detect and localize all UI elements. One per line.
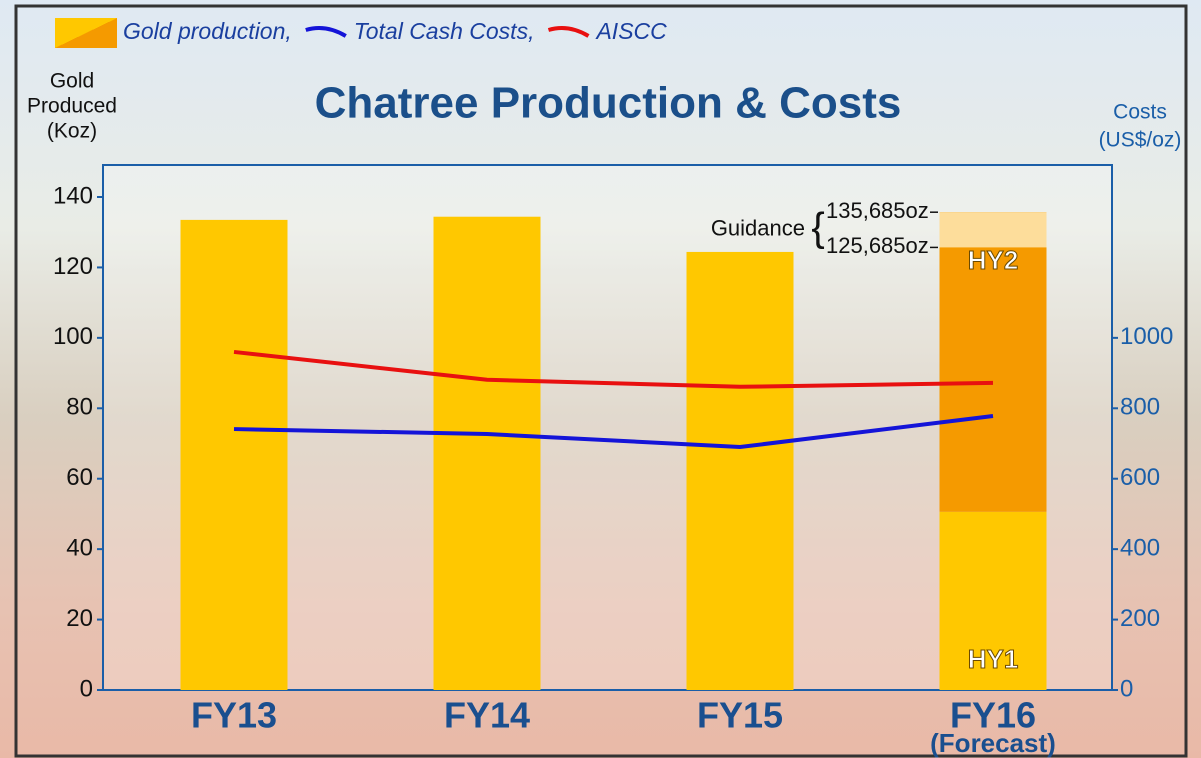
bar (687, 252, 794, 690)
guidance-high-label: 135,685oz (826, 198, 929, 223)
guidance-brace: { (811, 205, 824, 249)
y-tick-label: 20 (66, 605, 93, 632)
y-axis-label: Produced (27, 95, 117, 118)
y-tick-label: 60 (66, 464, 93, 491)
y-tick-label: 140 (53, 182, 93, 209)
legend-swatch (55, 18, 117, 48)
y-tick-label: 80 (66, 394, 93, 421)
y-tick-label: 0 (80, 675, 93, 702)
y-tick-label: 40 (66, 534, 93, 561)
legend-label: Total Cash Costs, (354, 18, 535, 44)
guidance-low-label: 125,685oz (826, 233, 929, 258)
y-tick-label: 100 (53, 323, 93, 350)
x-tick-label: FY13 (191, 695, 277, 736)
x-tick-label: FY14 (444, 695, 530, 736)
y2-tick-label: 800 (1120, 394, 1160, 421)
chart: Chatree Production & Costs GoldProduced(… (0, 0, 1201, 758)
y2-tick-label: 0 (1120, 675, 1133, 702)
chart-title: Chatree Production & Costs (315, 79, 902, 128)
guidance-label: Guidance (711, 216, 805, 241)
bar (434, 217, 541, 690)
y-tick-label: 120 (53, 253, 93, 280)
legend-label: AISCC (594, 18, 667, 44)
guidance-range (940, 212, 1047, 247)
y2-tick-label: 200 (1120, 605, 1160, 632)
bar-segment-label: HY2 (968, 245, 1019, 275)
y2-tick-label: 1000 (1120, 323, 1173, 350)
y2-tick-label: 600 (1120, 464, 1160, 491)
y-axis-label: Gold (50, 70, 94, 93)
y2-tick-label: 400 (1120, 534, 1160, 561)
bar-segment-label: HY1 (968, 644, 1019, 674)
y2-axis-label: (US$/oz) (1099, 129, 1182, 152)
legend-label: Gold production, (123, 18, 292, 44)
y2-axis-label: Costs (1113, 101, 1167, 124)
x-tick-note: (Forecast) (930, 728, 1056, 758)
bar (181, 220, 288, 690)
x-tick-label: FY15 (697, 695, 783, 736)
y-axis-label: (Koz) (47, 120, 97, 143)
